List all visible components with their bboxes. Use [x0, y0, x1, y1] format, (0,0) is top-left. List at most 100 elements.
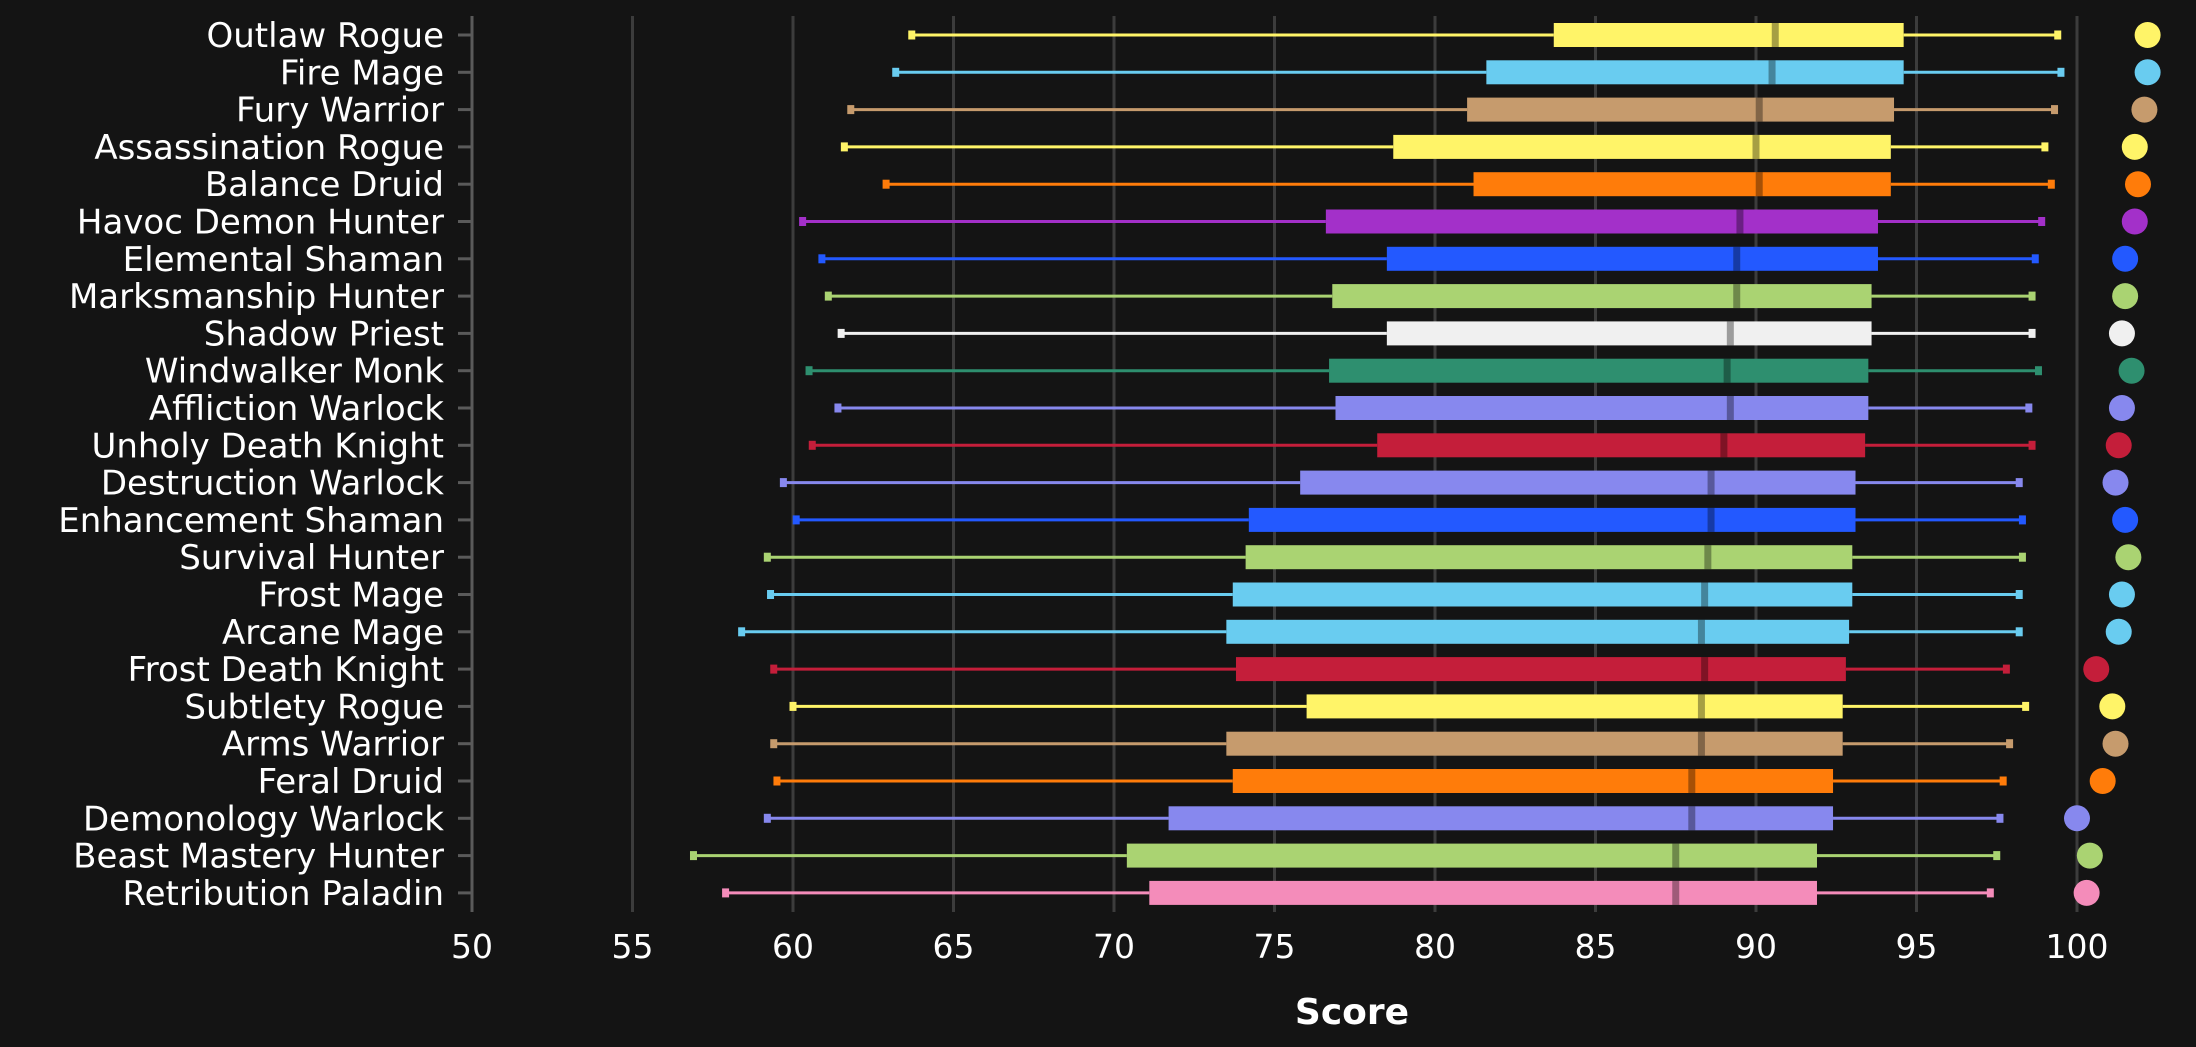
max-score-dot: [2105, 618, 2132, 645]
box-row: [722, 879, 2100, 906]
median-marker: [1726, 321, 1734, 346]
box: [1126, 843, 1817, 868]
max-score-dot: [2121, 133, 2148, 160]
box-row: [773, 768, 2116, 794]
category-label: Affliction Warlock: [149, 389, 444, 429]
whisker-cap-low: [770, 739, 778, 749]
box-row: [763, 544, 2142, 571]
x-tick-label: 85: [1575, 927, 1617, 966]
max-score-dot: [2131, 96, 2158, 123]
box: [1386, 246, 1878, 271]
max-score-dot: [2134, 59, 2161, 86]
box: [1300, 470, 1856, 495]
x-tick-label: 75: [1254, 927, 1296, 966]
max-score-dot: [2064, 805, 2090, 832]
box: [1377, 433, 1866, 458]
max-score-dot: [2099, 693, 2126, 720]
whisker-cap-high: [2022, 701, 2030, 711]
whisker-cap-low: [824, 291, 832, 301]
median-marker: [1733, 246, 1741, 271]
median-marker: [1755, 172, 1763, 197]
box: [1149, 880, 1817, 905]
max-score-dot: [2121, 208, 2148, 235]
whisker-cap-high: [2025, 403, 2033, 413]
whisker-cap-high: [2028, 440, 2036, 450]
x-tick-label: 65: [933, 927, 975, 966]
whisker-cap-low: [689, 851, 697, 861]
score-axis: 50 55 60 65 70 75 80 85 90 95 100: [451, 927, 2109, 966]
median-marker: [1697, 731, 1705, 756]
whisker-cap-low: [789, 701, 797, 711]
whisker-cap-high: [2018, 515, 2026, 525]
category-label: Survival Hunter: [179, 538, 444, 578]
whisker-cap-high: [2041, 142, 2049, 152]
category-label: Beast Mastery Hunter: [73, 837, 444, 877]
median-marker: [1701, 657, 1709, 682]
box-row: [792, 506, 2139, 533]
box-row: [840, 133, 2148, 160]
box: [1393, 134, 1891, 159]
median-marker: [1771, 23, 1779, 47]
x-axis-title: Score: [1295, 992, 1409, 1033]
whisker-cap-high: [2015, 627, 2023, 637]
box: [1486, 60, 1904, 85]
whisker-cap-low: [779, 478, 787, 488]
box: [1226, 619, 1850, 644]
category-label: Retribution Paladin: [122, 874, 444, 914]
median-marker: [1733, 284, 1741, 309]
max-score-dot: [2102, 730, 2129, 757]
max-score-dot: [2108, 320, 2135, 347]
category-label: Feral Druid: [258, 762, 444, 802]
whisker-cap-high: [2015, 590, 2023, 599]
max-score-dot: [2108, 395, 2135, 421]
whisker-cap-high: [1999, 776, 2007, 786]
box: [1467, 97, 1895, 122]
box-row: [805, 357, 2145, 384]
max-score-dot: [2112, 506, 2139, 533]
box-row: [770, 730, 2129, 757]
median-marker: [1707, 470, 1715, 495]
category-label: Assassination Rogue: [94, 128, 444, 168]
whisker-cap-high: [2031, 254, 2039, 264]
max-score-dot: [2134, 22, 2161, 48]
max-score-dot: [2115, 544, 2142, 571]
whisker-cap-low: [792, 515, 800, 525]
median-marker: [1736, 209, 1744, 234]
whisker-cap-low: [837, 328, 845, 338]
box-row: [908, 22, 2161, 48]
whisker-cap-low: [834, 403, 842, 413]
box-row: [824, 283, 2139, 310]
whisker-cap-high: [1986, 888, 1994, 898]
box-row: [767, 581, 2135, 608]
whisker-cap-low: [770, 664, 778, 674]
median-marker: [1723, 358, 1731, 383]
whisker-cap-low: [767, 590, 775, 599]
box: [1235, 657, 1846, 682]
box: [1226, 731, 1843, 756]
category-label: Demonology Warlock: [83, 799, 444, 839]
box: [1232, 769, 1834, 793]
x-tick-label: 70: [1093, 927, 1135, 966]
whisker-cap-high: [2034, 366, 2042, 376]
whisker-cap-high: [2018, 552, 2026, 562]
whisker-cap-low: [763, 813, 771, 823]
whisker-cap-high: [1996, 813, 2004, 823]
box-row: [837, 320, 2135, 347]
category-label: Arcane Mage: [222, 613, 444, 653]
median-marker: [1672, 843, 1680, 868]
whisker-cap-high: [2006, 739, 2014, 749]
whisker-cap-low: [763, 552, 771, 562]
whisker-cap-low: [840, 142, 848, 152]
x-tick-label: 90: [1735, 927, 1777, 966]
box-row: [770, 656, 2110, 683]
category-label: Balance Druid: [205, 165, 444, 205]
median-marker: [1755, 97, 1763, 122]
box-row: [892, 59, 2161, 86]
box-row: [818, 245, 2139, 272]
x-tick-label: 100: [2046, 927, 2109, 966]
whisker-cap-low: [892, 67, 900, 77]
median-marker: [1726, 396, 1734, 420]
box-row: [738, 618, 2132, 645]
box-row: [779, 469, 2129, 496]
